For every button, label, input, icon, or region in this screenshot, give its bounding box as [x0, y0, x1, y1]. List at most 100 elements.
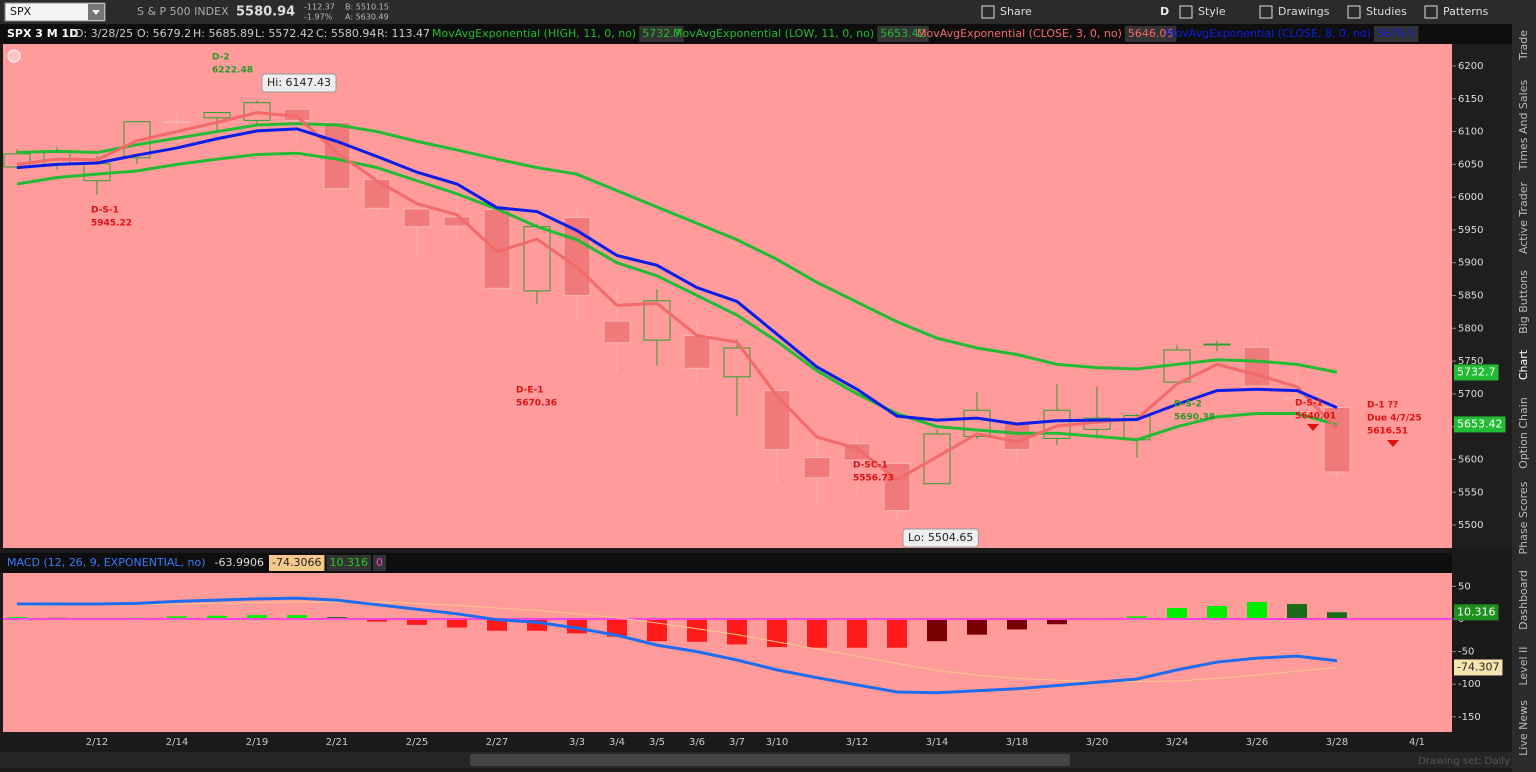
signal-value: 6222.48 [212, 66, 253, 76]
y-tick-label: 5600 [1458, 454, 1483, 465]
symbol: SPX [10, 5, 32, 18]
macd-avg: -74.3066 [272, 556, 321, 569]
candle-body [403, 208, 431, 228]
study-legend: MovAvgExponential (CLOSE, 3, 0, no) [917, 27, 1122, 40]
sidebar-tab[interactable]: Chart [1517, 349, 1530, 380]
candle-body [1283, 396, 1311, 399]
histogram-bar [487, 619, 507, 631]
sidebar-tab[interactable]: Big Buttons [1517, 270, 1530, 334]
sidebar-tab[interactable]: Trade [1517, 30, 1530, 61]
signal-value: 5690.38 [1174, 413, 1215, 423]
ask: A: 5630.49 [345, 13, 389, 22]
toolbar-button[interactable]: Share [1000, 5, 1032, 18]
study-value: 5653.42 [880, 27, 926, 40]
histogram-bar [727, 619, 747, 645]
toolbar-button-icon[interactable] [1347, 5, 1361, 19]
x-tick-label: 3/10 [766, 737, 788, 748]
hi-label-box [261, 73, 337, 93]
y-tick-label: 6050 [1458, 159, 1483, 170]
sidebar-tab[interactable]: Active Trader [1517, 181, 1530, 254]
y-tick-label: 5800 [1458, 323, 1483, 334]
signal-value: 5945.22 [91, 219, 132, 229]
macd-zero: 0 [376, 556, 383, 569]
signal-label: D-2 [212, 53, 230, 63]
sidebar-tab[interactable]: Phase Scores [1517, 481, 1530, 554]
histogram-bar [687, 619, 707, 642]
y-tick-label: 50 [1458, 581, 1471, 592]
scrollbar-thumb[interactable] [470, 754, 1070, 766]
toolbar-button-icon[interactable] [1424, 5, 1438, 19]
x-tick-label: 3/7 [729, 737, 745, 748]
price-axis [1452, 44, 1512, 548]
histogram-bar [367, 619, 387, 622]
x-tick-label: 4/1 [1409, 737, 1425, 748]
study-value-box [877, 26, 929, 42]
signal-value: 5670.36 [516, 399, 557, 409]
price-panel [3, 44, 1452, 548]
x-tick-label: 2/21 [326, 737, 348, 748]
histogram-bar [1287, 604, 1307, 620]
y-tick-label: -100 [1458, 679, 1481, 690]
histogram-bar [1247, 602, 1267, 620]
study-value: 5678.5 [1377, 27, 1416, 40]
toolbar-button-icon[interactable] [981, 5, 995, 19]
symbol-name: S & P 500 INDEX [137, 5, 229, 18]
lo-label: Lo: 5504.65 [908, 531, 973, 544]
sidebar-tab[interactable]: Dashboard [1517, 570, 1530, 630]
macd-value-line [17, 596, 1338, 695]
signal-label: D-S-1 [91, 206, 119, 216]
hi-label: Hi: 6147.43 [267, 76, 331, 89]
toolbar-button[interactable]: Patterns [1443, 5, 1489, 18]
macd-value: -63.9906 [215, 556, 264, 569]
study-legend: MovAvgExponential (CLOSE, 8, 0, no) [1166, 27, 1371, 40]
candle-body [323, 121, 351, 190]
candle-body [923, 433, 951, 485]
toolbar-button[interactable]: Drawings [1278, 5, 1330, 18]
histogram-bar [447, 619, 467, 628]
toolbar-button-icon[interactable] [1179, 5, 1193, 19]
x-tick-label: 3/4 [609, 737, 625, 748]
candle-body [3, 153, 31, 168]
x-tick-label: 3/3 [569, 737, 585, 748]
toolbar-button-icon[interactable] [1259, 5, 1273, 19]
x-tick-label: 3/28 [1326, 737, 1348, 748]
header-item: O: 5679.2 [137, 27, 191, 40]
candle-body [883, 462, 911, 512]
sidebar-tab[interactable]: Live News [1517, 700, 1530, 756]
histogram-bar [247, 615, 267, 620]
y-tick-label: 6200 [1458, 61, 1483, 72]
info-icon[interactable] [7, 49, 21, 63]
y-tick-label: 5550 [1458, 487, 1483, 498]
sidebar-tab[interactable]: Option Chain [1517, 397, 1530, 469]
histogram-bar [927, 619, 947, 642]
candle-body [603, 320, 631, 344]
histogram-bar [527, 619, 547, 631]
histogram-bar [767, 619, 787, 648]
macd-avg-box [269, 555, 325, 571]
histogram-bar [167, 616, 187, 620]
y-tick-label: -150 [1458, 712, 1481, 723]
toolbar-button[interactable]: Studies [1366, 5, 1407, 18]
candle-body [203, 112, 231, 119]
histogram-bar [207, 615, 227, 620]
toolbar-button[interactable]: Style [1198, 5, 1226, 18]
last-price: 5580.94 [236, 5, 295, 20]
candle-body [763, 390, 791, 451]
sidebar-tab[interactable]: Times And Sales [1517, 80, 1530, 172]
ema-line [16, 127, 1338, 426]
x-tick-label: 2/19 [246, 737, 268, 748]
y-tick-label: 6000 [1458, 192, 1483, 203]
candle-body [1203, 343, 1231, 346]
aggregation[interactable]: D [1160, 5, 1169, 18]
signal-label: D-1 ?? [1367, 401, 1398, 411]
y-tick-label: -50 [1458, 647, 1474, 658]
study-value-box [1373, 26, 1419, 42]
price-tag-box [1454, 416, 1506, 433]
signal-value: 5640.01 [1295, 412, 1336, 422]
signal-arrow [1387, 440, 1399, 447]
macd-tag-box [1454, 604, 1499, 621]
sidebar-tab[interactable]: Level II [1517, 646, 1530, 685]
price-tag: 5653.42 [1457, 417, 1503, 430]
symbol-box[interactable] [4, 2, 106, 22]
bid: B: 5510.15 [345, 3, 389, 12]
